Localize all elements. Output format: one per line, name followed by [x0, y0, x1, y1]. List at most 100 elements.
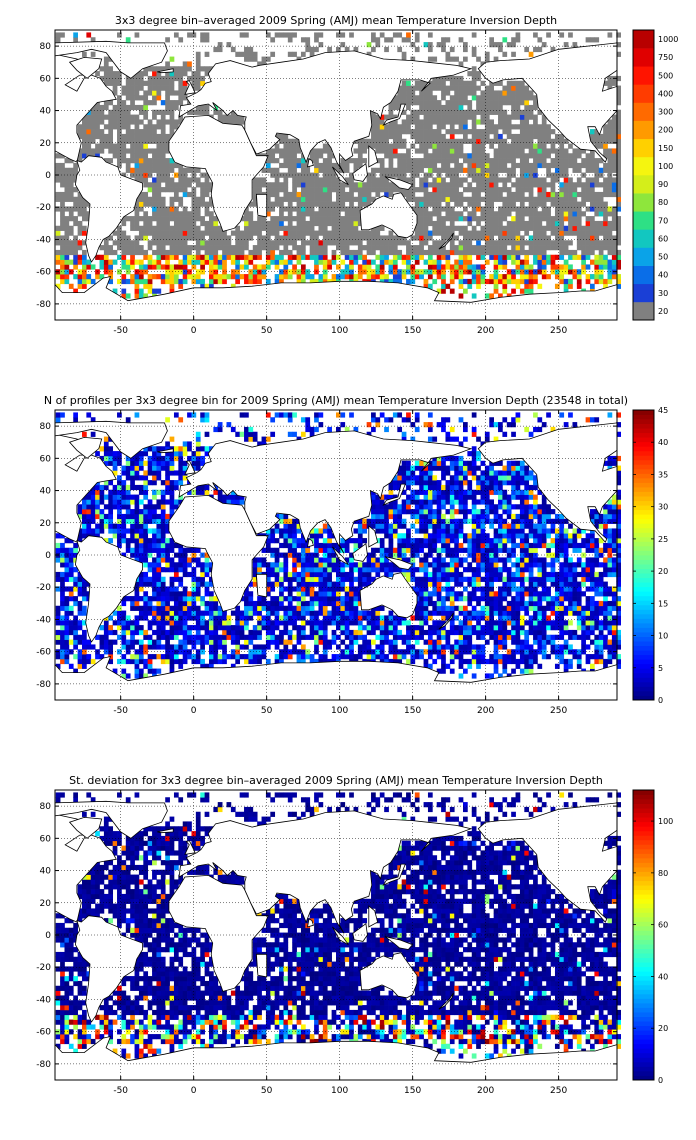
heatmap-cell	[554, 162, 560, 169]
heatmap-cell	[576, 216, 582, 222]
heatmap-cell	[283, 191, 289, 198]
heatmap-cell	[125, 95, 131, 101]
heatmap-cell	[230, 46, 236, 53]
heatmap-cell	[178, 562, 184, 568]
heatmap-cell	[134, 240, 140, 246]
heatmap-cell	[357, 187, 363, 193]
heatmap-cell	[173, 629, 179, 636]
heatmap-cell	[204, 240, 210, 246]
heatmap-cell	[274, 412, 280, 418]
heatmap-cell	[427, 191, 433, 198]
heatmap-cell	[541, 201, 547, 207]
heatmap-cell	[152, 109, 157, 115]
heatmap-cell	[138, 475, 144, 481]
heatmap-cell	[265, 211, 271, 217]
heatmap-cell	[82, 254, 87, 260]
heatmap-cell	[585, 278, 591, 285]
heatmap-cell	[217, 259, 223, 265]
heatmap-cell	[287, 240, 293, 246]
heatmap-cell	[103, 71, 109, 77]
heatmap-cell	[182, 225, 188, 231]
heatmap-cell	[134, 114, 140, 120]
heatmap-cell	[397, 153, 403, 159]
heatmap-cell	[244, 220, 249, 227]
heatmap-cell	[182, 460, 188, 466]
heatmap-cell	[169, 465, 175, 471]
heatmap-cell	[546, 240, 551, 246]
heatmap-cell	[103, 143, 109, 149]
heatmap-cell	[524, 90, 530, 96]
heatmap-cell	[217, 610, 223, 616]
heatmap-cell	[191, 32, 197, 38]
heatmap-cell	[112, 484, 118, 491]
heatmap-cell	[195, 625, 201, 631]
heatmap-cell	[589, 274, 595, 280]
heatmap-cell	[95, 504, 100, 510]
heatmap-cell	[112, 124, 118, 130]
heatmap-cell	[117, 412, 122, 418]
heatmap-cell	[371, 124, 376, 130]
heatmap-cell	[502, 119, 508, 125]
heatmap-cell	[576, 211, 582, 217]
heatmap-cell	[68, 576, 74, 582]
heatmap-cell	[458, 225, 464, 231]
heatmap-cell	[506, 80, 512, 86]
heatmap-cell	[537, 240, 543, 246]
heatmap-cell	[515, 225, 521, 231]
heatmap-cell	[77, 225, 83, 231]
heatmap-cell	[406, 245, 411, 251]
heatmap-cell	[187, 625, 192, 631]
heatmap-cell	[55, 654, 61, 660]
heatmap-cell	[432, 153, 438, 159]
heatmap-cell	[300, 220, 306, 227]
heatmap-cell	[550, 269, 556, 275]
heatmap-cell	[121, 274, 127, 280]
heatmap-cell	[449, 56, 455, 62]
heatmap-cell	[261, 235, 267, 241]
heatmap-cell	[112, 504, 118, 510]
heatmap-cell	[436, 138, 442, 144]
heatmap-cell	[82, 528, 87, 534]
heatmap-cell	[147, 480, 153, 486]
heatmap-cell	[134, 668, 140, 674]
heatmap-cell	[550, 187, 556, 193]
heatmap-cell	[209, 581, 214, 587]
heatmap-cell	[226, 494, 232, 500]
heatmap-cell	[252, 51, 258, 57]
heatmap-cell	[138, 649, 144, 655]
heatmap-cell	[55, 634, 61, 640]
heatmap-cell	[73, 547, 78, 553]
heatmap-cell	[515, 109, 521, 115]
heatmap-cell	[484, 220, 490, 227]
heatmap-cell	[336, 196, 341, 202]
heatmap-cell	[511, 138, 516, 144]
heatmap-cell	[60, 196, 65, 202]
heatmap-cell	[55, 37, 61, 43]
heatmap-cell	[270, 596, 276, 602]
heatmap-cell	[152, 225, 157, 231]
heatmap-cell	[528, 51, 534, 57]
heatmap-cell	[274, 581, 280, 587]
heatmap-cell	[467, 153, 473, 159]
heatmap-cell	[371, 133, 376, 140]
heatmap-cell	[589, 225, 595, 231]
heatmap-cell	[353, 254, 359, 260]
heatmap-cell	[178, 245, 184, 251]
heatmap-cell	[187, 249, 192, 256]
heatmap-cell	[147, 133, 153, 140]
heatmap-cell	[611, 264, 617, 270]
heatmap-cell	[182, 658, 188, 665]
heatmap-cell	[292, 240, 297, 246]
heatmap-cell	[99, 75, 105, 82]
heatmap-cell	[195, 259, 201, 265]
heatmap-cell	[537, 201, 543, 207]
heatmap-cell	[392, 259, 398, 265]
heatmap-cell	[397, 254, 403, 260]
heatmap-cell	[265, 191, 271, 198]
heatmap-cell	[572, 196, 578, 202]
heatmap-cell	[471, 143, 477, 149]
heatmap-cell	[436, 264, 442, 270]
heatmap-cell	[392, 264, 398, 270]
heatmap-cell	[252, 654, 258, 660]
heatmap-cell	[200, 567, 205, 573]
